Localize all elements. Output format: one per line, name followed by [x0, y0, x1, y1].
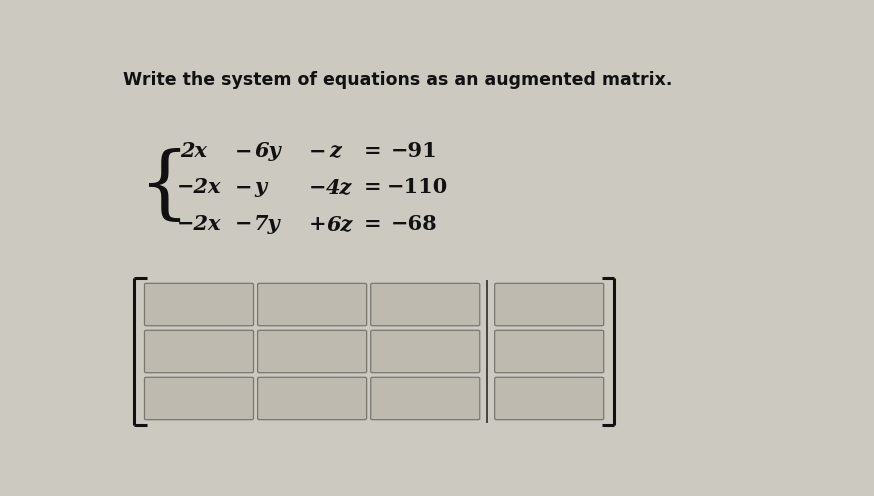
Text: 7y: 7y	[253, 214, 281, 234]
Text: −: −	[309, 178, 327, 197]
Text: −2x: −2x	[177, 178, 221, 197]
Text: Write the system of equations as an augmented matrix.: Write the system of equations as an augm…	[122, 71, 672, 89]
FancyBboxPatch shape	[258, 283, 367, 326]
FancyBboxPatch shape	[495, 330, 604, 372]
FancyBboxPatch shape	[258, 330, 367, 372]
FancyBboxPatch shape	[144, 283, 253, 326]
FancyBboxPatch shape	[371, 330, 480, 372]
Text: −: −	[234, 178, 252, 197]
Text: −: −	[234, 141, 252, 161]
Text: −91: −91	[391, 141, 437, 161]
FancyBboxPatch shape	[144, 330, 253, 372]
FancyBboxPatch shape	[258, 377, 367, 420]
Text: −: −	[234, 214, 252, 234]
Text: z: z	[329, 141, 341, 161]
FancyBboxPatch shape	[495, 377, 604, 420]
Text: −2x: −2x	[177, 214, 221, 234]
Text: −68: −68	[391, 214, 437, 234]
FancyBboxPatch shape	[371, 377, 480, 420]
Text: 4z: 4z	[326, 178, 352, 197]
Text: +: +	[309, 214, 327, 234]
Text: =: =	[364, 178, 381, 197]
Text: =: =	[364, 141, 381, 161]
FancyBboxPatch shape	[144, 377, 253, 420]
Text: {: {	[139, 148, 191, 227]
Text: 6y: 6y	[255, 141, 281, 161]
Text: y: y	[255, 178, 267, 197]
Text: 2x: 2x	[180, 141, 207, 161]
FancyBboxPatch shape	[371, 283, 480, 326]
Text: 6z: 6z	[326, 214, 352, 234]
FancyBboxPatch shape	[495, 283, 604, 326]
Text: −: −	[309, 141, 327, 161]
Text: =: =	[364, 214, 381, 234]
Text: −110: −110	[387, 178, 448, 197]
